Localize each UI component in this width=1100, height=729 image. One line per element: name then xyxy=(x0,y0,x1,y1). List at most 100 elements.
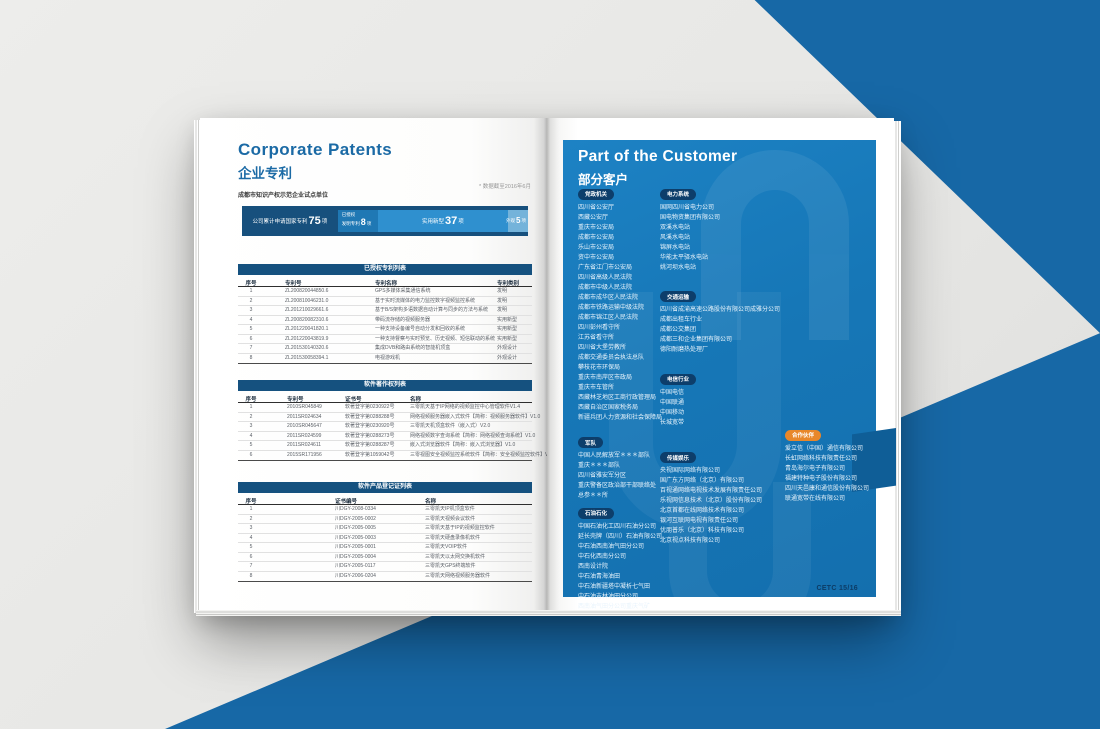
table-row: 8 ZL201530058394.1 电视游戏机 外观设计 xyxy=(238,354,532,364)
customer-item: 长虹网络科技有限责任公司 xyxy=(785,455,858,462)
cell-index: 5 xyxy=(249,544,253,550)
cell-software-name: 网络视频服务器嵌入式软件【简称：视频服务器软件】V1.0 xyxy=(410,413,541,420)
category-badge: 石油石化 xyxy=(578,507,615,519)
cell-patent-name: 基于实时流媒体的电力监控数字视频监控系统 xyxy=(375,297,476,304)
page-number: CETC 15/16 xyxy=(816,585,858,592)
stat-total-patents: 公司累计申请国家专利 75 项 xyxy=(242,206,338,236)
table-header-row: 序号 专利号 专利名称 专利类别 xyxy=(238,275,532,287)
customer-item: 四川省成渝高速公路股份有限公司成雅分公司 xyxy=(660,307,781,313)
page-title-en: Corporate Patents xyxy=(238,140,393,159)
cell-patent-type: 实用新型 xyxy=(497,316,518,323)
cell-index: 1 xyxy=(249,506,253,512)
customer-item: 优朋普乐（北京）科技有限公司 xyxy=(660,528,745,534)
cell-cert-no: 软著登字第0230922号 xyxy=(345,404,395,410)
table-row: 1 2010SR045849 软著登字第0230922号 三零凯天基于IP网络的… xyxy=(238,403,532,413)
cell-cert-no: 软著登字第1059042号 xyxy=(345,451,395,458)
cell-patent-type: 外观设计 xyxy=(497,345,518,351)
cell-index: 8 xyxy=(249,354,253,361)
table-row: 4 ZL200820082310.6 带码流存储的视频服务器 实用新型 xyxy=(238,316,532,325)
cell-cert-no: 软著登字第0288287号 xyxy=(345,442,395,448)
customer-item: 双溪水电站 xyxy=(660,224,691,231)
cell-patent-name: 一种支持督察与实时预览、历史视频、短信联动的系统 xyxy=(375,335,496,342)
customers-panel: Part of the Customer 部分客户 党政机关 四川省公安厅 西藏公… xyxy=(563,140,896,610)
cell-patent-name: 基于B/S架构多语数据自动计算与同步的方法与系统 xyxy=(375,307,489,313)
customer-item: 四川天邑康和通信股份有限公司 xyxy=(785,485,870,492)
table-row: 1 川DGY-2008-0334 三零凯天IP机顶盒软件 xyxy=(238,505,532,515)
customer-item: 乐山市公安局 xyxy=(578,244,615,251)
category-badge: 传媒娱乐 xyxy=(660,452,697,463)
col-header: 序号 xyxy=(245,396,257,403)
cell-cert-no: 软著登字第0230920号 xyxy=(345,423,395,429)
stat-granted-label: 已授权 xyxy=(341,212,356,217)
cell-patent-name: 集成DVB和路由系统的智能机顶盒 xyxy=(375,345,451,351)
customer-column-2: 电力系统 国网四川省电力公司 国电物资集团有限公司 双溪水电站 风溪水电站 锦屏水电站华… xyxy=(660,183,785,621)
col-header: 序号 xyxy=(245,280,257,287)
customer-item: 中国移动 xyxy=(660,409,685,416)
stat-design-label: 外观 xyxy=(506,218,516,223)
category-badge-partners: 合作伙伴 xyxy=(785,429,822,441)
customer-item: 锦屏水电站 xyxy=(660,244,691,251)
customer-item: 中石油新疆塔中凝析七气田 xyxy=(578,583,651,590)
software-copyright-table: 软件著作权列表 序号 专利号 证书号 名称 1 2010SR045849 软著登… xyxy=(238,380,555,461)
brochure-spread: Corporate Patents 企业专利 成都市知识产权示范企业试点单位 *… xyxy=(194,118,901,616)
customer-group-partners: 合作伙伴 爱立信（中国）通信有限公司 长虹网络科技有限责任公司 青岛海尔电子有限公司… xyxy=(785,424,870,504)
cell-patent-no: ZL200810046231.0 xyxy=(285,297,329,304)
cell-index: 6 xyxy=(249,335,253,342)
stat-design-value: 5 xyxy=(516,216,521,225)
cell-cert-no: 川DGY-2008-0334 xyxy=(335,506,376,512)
table-row: 3 川DGY-2005-0005 三零凯天基于IP的视频监控软件 xyxy=(238,524,532,534)
customer-item: 福建特种电子股份有限公司 xyxy=(785,475,858,482)
col-header: 序号 xyxy=(245,498,257,505)
cell-software-name: 三零凯天硬盘录像机软件 xyxy=(425,534,481,541)
page-stack-bottom-edge xyxy=(196,610,901,616)
customer-item: 长城宽带 xyxy=(660,419,685,426)
cell-software-name: 嵌入式浏览器软件【简称：嵌入式浏览器】V1.0 xyxy=(410,442,516,448)
certification-label: 成都市知识产权示范企业试点单位 xyxy=(238,193,329,199)
cell-reg-no: 2011SR024611 xyxy=(287,442,322,448)
customer-item: 西藏公安厅 xyxy=(578,214,609,221)
cell-patent-name: 一种支持设备编号自动分发和回收的系统 xyxy=(375,326,466,332)
page-title-cn: 部分客户 xyxy=(578,173,629,187)
cell-index: 4 xyxy=(249,316,253,323)
cell-reg-no: 2015SR171956 xyxy=(287,451,322,458)
stat-utility-unit: 项 xyxy=(458,219,464,225)
customer-item: 国电物资集团有限公司 xyxy=(660,214,721,221)
customer-item: 四川省雅安军分区 xyxy=(578,473,627,479)
table-title: 软件著作权列表 xyxy=(238,380,532,391)
customer-item: 成都公交集团 xyxy=(660,327,697,333)
stat-design-unit: 项 xyxy=(521,218,526,223)
customer-group-media: 传媒娱乐 央视国际网络有限公司 国广东方网络（北京）有限公司 百视通网络电视技术发展… xyxy=(660,447,785,547)
customer-item: 重庆市车管所 xyxy=(578,384,615,391)
customer-item: 四川省公安厅 xyxy=(578,204,615,211)
customer-item: 江苏省看守所 xyxy=(578,334,615,341)
cell-patent-no: ZL201530058394.1 xyxy=(285,354,329,361)
customer-item: 资中市公安局 xyxy=(578,254,615,261)
table-row: 7 川DGY-2005-0117 三零凯天GPS终端软件 xyxy=(238,562,532,572)
customer-column-1: 党政机关 四川省公安厅 西藏公安厅 重庆市公安局 成都市公安局 乐山市公安局 资中市公安局… xyxy=(578,183,663,621)
table-row: 6 ZL201220043819.9 一种支持督察与实时预览、历史视频、短信联动… xyxy=(238,335,532,344)
customer-item: 青岛海尔电子有限公司 xyxy=(785,465,846,472)
table-row: 2 2011SR024634 软著登字第0288288号 网络视频服务器嵌入式软… xyxy=(238,413,540,422)
customer-list: 国网四川省电力公司 国电物资集团有限公司 双溪水电站 风溪水电站 锦屏水电站 华能太平驿水… xyxy=(660,203,785,273)
customer-item: 德阳耐磨热处理厂 xyxy=(660,347,709,353)
cell-index: 1 xyxy=(249,404,253,410)
right-page: Part of the Customer 部分客户 党政机关 四川省公安厅 西藏公… xyxy=(547,118,896,610)
customer-item: 姚河坝水电站 xyxy=(660,264,697,271)
customer-item: 新疆兵团人力资源和社会保障局 xyxy=(578,414,663,421)
ribbon-decoration xyxy=(852,428,896,492)
cell-patent-no: ZL200820082310.6 xyxy=(285,316,329,323)
col-header: 名称 xyxy=(425,498,437,505)
cell-software-name: 三零凯天基于IP网络的视频监控中心管理软件V1.4 xyxy=(410,404,521,410)
cell-index: 3 xyxy=(249,307,253,313)
page-title-cn: 企业专利 xyxy=(238,166,292,181)
cell-software-name: 三零凯天网络视频服务器软件 xyxy=(425,572,491,579)
cell-cert-no: 川DGY-2005-0005 xyxy=(335,525,376,531)
stat-total-value: 75 xyxy=(308,214,321,227)
cell-cert-no: 软著登字第0288288号 xyxy=(345,413,395,420)
cell-software-name: 三零凯天VOIP软件 xyxy=(425,544,467,550)
customer-item: 重庆市南岸区市政局 xyxy=(578,374,633,381)
table-row: 3 ZL201210029661.6 基于B/S架构多语数据自动计算与同步的方法… xyxy=(238,306,532,316)
customer-item: 成都市成华区人民法院 xyxy=(578,294,639,301)
stat-utility-label: 实用新型 xyxy=(421,219,444,225)
customer-group-petroleum: 石油石化 中国石油化工四川石油分公司 延长壳牌（四川）石油有限公司 中石油西南油气田… xyxy=(578,502,662,612)
